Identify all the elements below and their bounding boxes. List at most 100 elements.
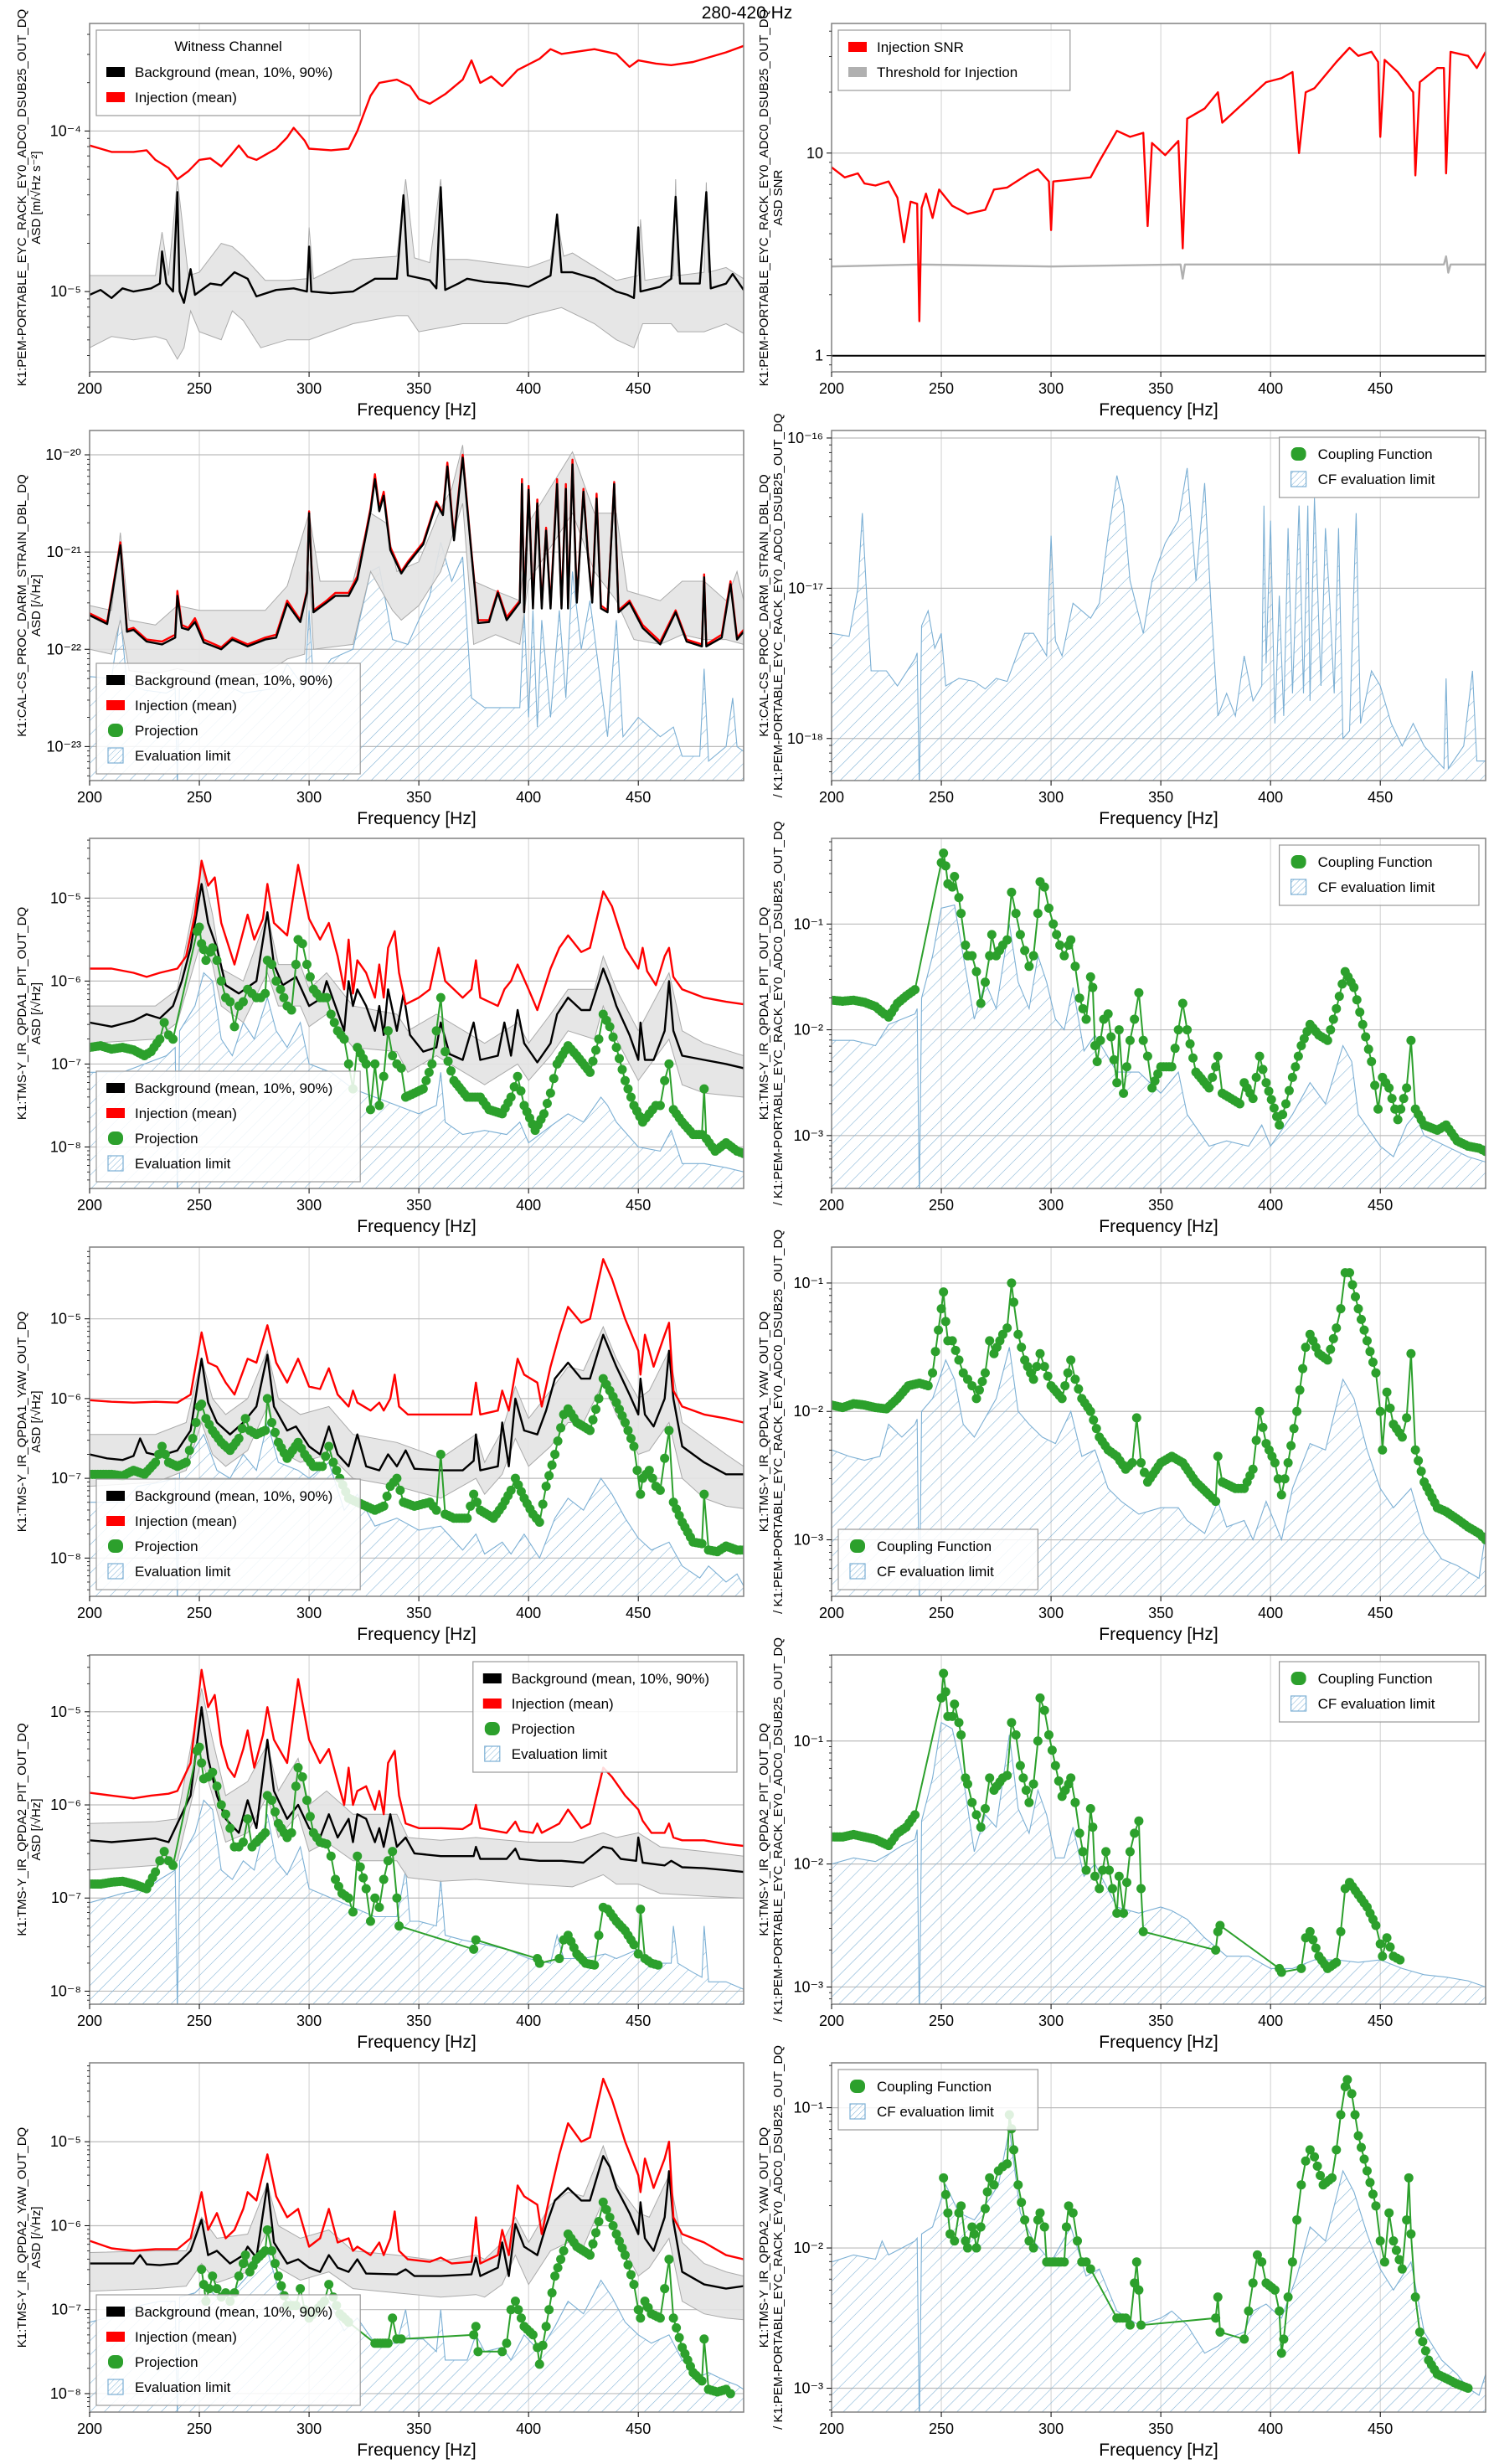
x-tick-label: 250 [187, 2013, 212, 2029]
data-point [1402, 1413, 1412, 1423]
data-point [1266, 1095, 1276, 1105]
data-point [191, 1417, 201, 1427]
legend-entry[interactable]: Coupling Function [1291, 446, 1433, 462]
legend-entry[interactable]: Threshold for Injection [848, 64, 1017, 80]
data-point [1420, 2346, 1430, 2356]
legend-entry[interactable]: Injection (mean) [106, 698, 237, 714]
legend-entry[interactable]: Background (mean, 10%, 90%) [106, 1080, 332, 1096]
data-point [601, 2204, 611, 2214]
injection-mean-line [90, 44, 744, 181]
legend-entry[interactable]: Evaluation limit [107, 2379, 231, 2395]
legend-entry[interactable]: Coupling Function [1291, 1671, 1433, 1687]
legend-entry[interactable]: CF evaluation limit [1290, 1695, 1435, 1712]
data-point [1406, 1348, 1416, 1358]
data-point [1085, 1406, 1095, 1416]
data-point [1021, 1786, 1031, 1796]
legend-entry[interactable]: Background (mean, 10%, 90%) [106, 673, 332, 688]
data-point [1385, 1403, 1395, 1413]
data-point [1107, 1884, 1117, 1894]
data-point [1279, 2334, 1289, 2344]
legend-entry[interactable]: Background (mean, 10%, 90%) [482, 1671, 709, 1687]
legend-entry[interactable]: Projection [108, 1539, 198, 1554]
legend-entry[interactable]: Injection (mean) [106, 90, 237, 106]
legend-entry[interactable]: Evaluation limit [107, 747, 231, 764]
background-10-line [90, 1756, 744, 1899]
legend-entry[interactable]: Injection (mean) [482, 1696, 614, 1712]
data-point [394, 1921, 404, 1931]
legend-entry[interactable]: Injection SNR [848, 39, 964, 55]
data-point [1177, 998, 1187, 1008]
data-point [1275, 2306, 1285, 2316]
x-tick-label: 450 [1368, 2013, 1393, 2029]
legend-entry[interactable]: Evaluation limit [107, 1155, 231, 1172]
data-point [497, 2347, 507, 2357]
data-point [516, 2313, 526, 2323]
data-point [1098, 1865, 1108, 1875]
background-10-line [90, 307, 744, 360]
data-point [155, 1856, 165, 1866]
data-point [936, 1304, 946, 1314]
data-point [1387, 1094, 1397, 1104]
legend-entry[interactable]: Projection [108, 723, 198, 739]
legend-hatch [1290, 1695, 1307, 1712]
evaluation-limit-area [832, 467, 1486, 781]
x-axis-label: Frequency [Hz] [357, 2033, 476, 2052]
data-point [626, 1092, 636, 1102]
legend-entry[interactable]: Injection (mean) [106, 1513, 237, 1529]
x-tick-label: 300 [296, 2420, 322, 2437]
background-percentile-band [90, 1327, 744, 1509]
legend-entry[interactable]: Projection [108, 2354, 198, 2370]
data-point [1410, 1445, 1420, 1455]
data-point [370, 1059, 380, 1069]
data-point [1028, 951, 1038, 961]
chart-panel-r6-right: 200 250 300 350 400 450 10⁻³ 10⁻² 10⁻¹ Frequency … [757, 2045, 1486, 2460]
background-10-line [90, 1381, 744, 1509]
legend-entry[interactable]: CF evaluation limit [849, 2103, 994, 2120]
data-point [516, 1086, 526, 1096]
legend-label: Threshold for Injection [877, 64, 1017, 80]
x-tick-label: 450 [626, 2420, 651, 2437]
data-point [1269, 1103, 1279, 1113]
legend-marker [1291, 1672, 1306, 1685]
legend-entry[interactable]: Background (mean, 10%, 90%) [106, 2304, 332, 2320]
legend-entry[interactable]: CF evaluation limit [1290, 471, 1435, 487]
y-tick-label: 10⁻² [793, 1022, 823, 1039]
legend-entry[interactable]: Projection [484, 1721, 575, 1737]
chart-panel-r3-left: 200 250 300 350 400 450 10⁻⁸ 10⁻⁷ 10⁻⁶ 10⁻⁵ Freque… [15, 838, 744, 1236]
data-point [424, 1067, 434, 1077]
y-tick-label: 10⁻³ [793, 1978, 823, 1995]
x-tick-label: 400 [516, 1197, 541, 1214]
data-point [1002, 1771, 1012, 1781]
data-point [1349, 982, 1359, 992]
legend-entry[interactable]: Coupling Function [850, 2079, 992, 2095]
legend-entry[interactable]: Coupling Function [1291, 854, 1433, 870]
legend-entry[interactable]: Projection [108, 1131, 198, 1147]
legend-entry[interactable]: CF evaluation limit [1290, 879, 1435, 895]
legend-label: Projection [135, 1539, 198, 1554]
data-point [212, 1781, 222, 1791]
legend-entry[interactable]: CF evaluation limit [849, 1563, 994, 1580]
evaluation-limit-line [832, 2128, 1486, 2412]
legend-entry[interactable]: Background (mean, 10%, 90%) [106, 64, 332, 80]
data-point [961, 2236, 971, 2246]
legend-entry[interactable]: Injection (mean) [106, 2329, 237, 2345]
data-point [559, 2246, 569, 2256]
legend-entry[interactable]: Injection (mean) [106, 1106, 237, 1121]
data-point [1213, 1451, 1223, 1461]
data-point [1391, 2245, 1401, 2255]
legend-entry[interactable]: Evaluation limit [107, 1563, 231, 1580]
data-point [1305, 2145, 1315, 2155]
data-point [623, 2260, 633, 2270]
legend-swatch [106, 1491, 125, 1501]
data-point [322, 992, 332, 1003]
data-point [971, 967, 981, 977]
legend-entry[interactable]: Coupling Function [850, 1539, 992, 1554]
legend-entry[interactable]: Background (mean, 10%, 90%) [106, 1488, 332, 1504]
data-point [184, 1446, 194, 1456]
data-point [617, 1064, 627, 1075]
legend-entry[interactable]: Evaluation limit [484, 1745, 608, 1762]
data-point [471, 1935, 481, 1945]
y-axis-label: K1:PEM-PORTABLE_EYC_RACK_EY0_ADC0_DSUB25… [757, 9, 771, 386]
data-point [1258, 1422, 1268, 1432]
data-point [550, 1450, 560, 1460]
